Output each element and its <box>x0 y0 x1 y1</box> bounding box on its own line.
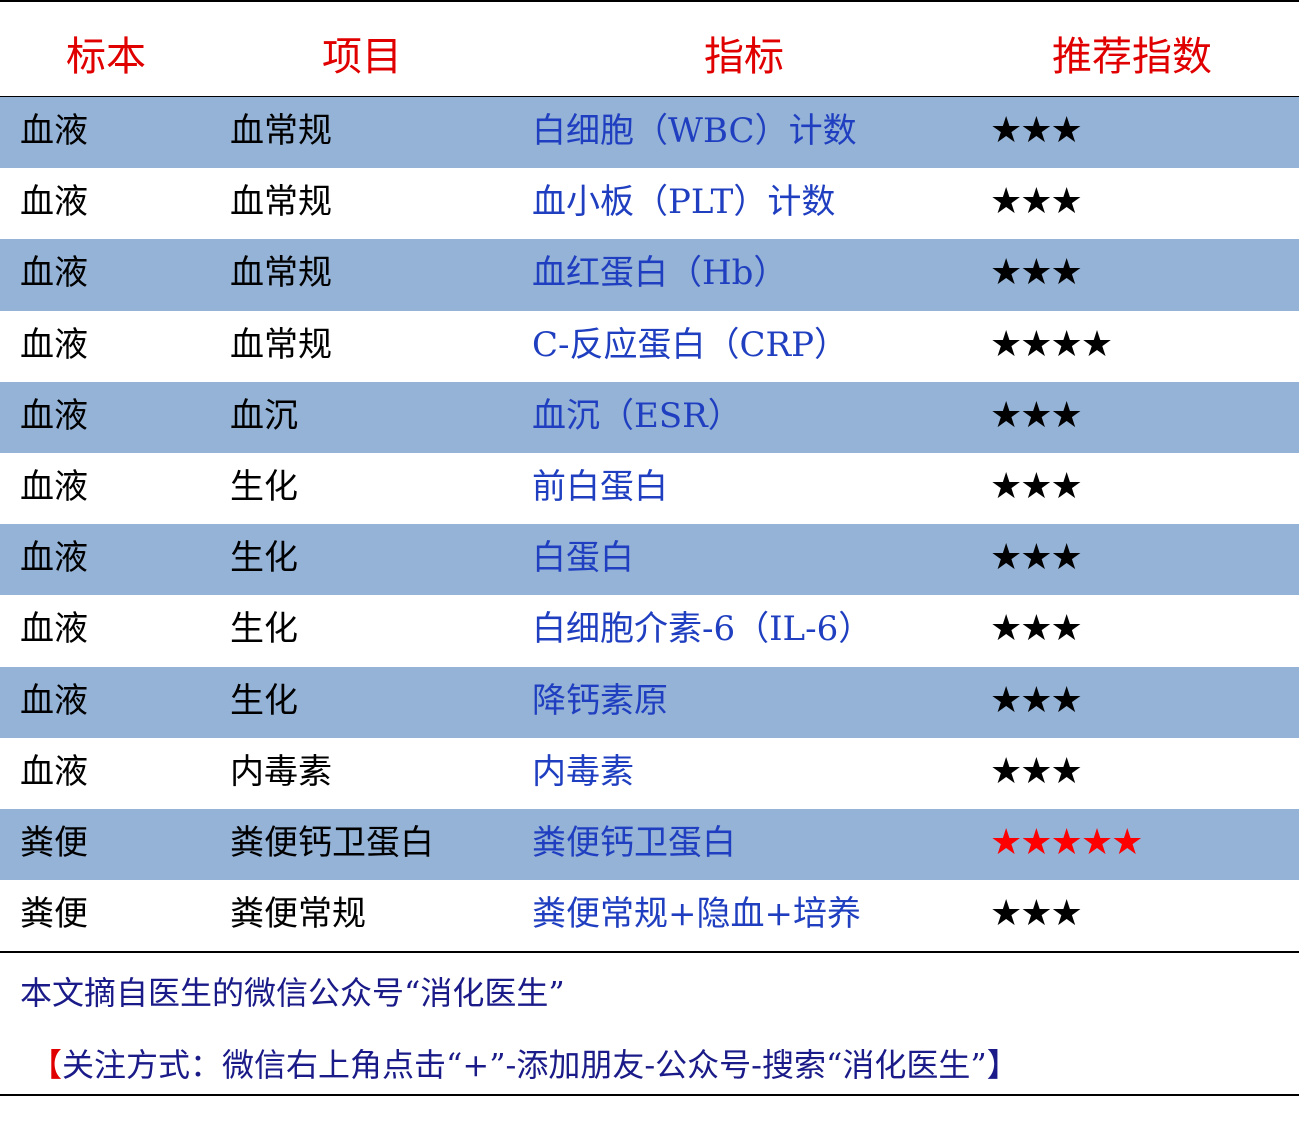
rating-stars: ★★★★★ <box>990 821 1143 863</box>
rating-stars: ★★★★ <box>990 323 1113 365</box>
item-cell: 粪便钙卫蛋白 <box>230 822 434 863</box>
item-cell: 血沉 <box>230 395 298 436</box>
item-cell: 生化 <box>230 466 298 507</box>
table-row: 血液 生化 白细胞介素-6（IL-6） ★★★ <box>0 595 1299 666</box>
table-row: 血液 内毒素 内毒素 ★★★ <box>0 738 1299 809</box>
rating-stars: ★★★ <box>990 893 1083 935</box>
indicator-cell: 内毒素 <box>532 751 634 792</box>
specimen-cell: 粪便 <box>20 894 88 935</box>
rating-stars: ★★★ <box>990 537 1083 579</box>
table-row: 血液 生化 白蛋白 ★★★ <box>0 524 1299 596</box>
specimen-cell: 血液 <box>20 538 88 579</box>
source-note: 本文摘自医生的微信公众号“消化医生” <box>20 974 565 1012</box>
bracket-open: 【 <box>30 1046 63 1084</box>
table-row: 血液 血常规 血红蛋白（Hb） ★★★ <box>0 239 1299 311</box>
rating-stars: ★★★ <box>990 394 1083 436</box>
specimen-cell: 血液 <box>20 395 88 436</box>
table-row: 血液 血常规 C-反应蛋白（CRP） ★★★★ <box>0 311 1299 382</box>
item-cell: 血常规 <box>230 111 332 151</box>
indicator-cell: 血红蛋白（Hb） <box>532 253 788 294</box>
rating-stars: ★★★ <box>990 465 1083 507</box>
indicator-cell: 血小板（PLT）计数 <box>532 182 836 223</box>
header-item: 项目 <box>322 34 402 80</box>
table-row: 血液 血常规 白细胞（WBC）计数 ★★★ <box>0 97 1299 169</box>
header-specimen: 标本 <box>66 34 146 80</box>
table-row: 血液 血沉 血沉（ESR） ★★★ <box>0 381 1299 453</box>
item-cell: 内毒素 <box>230 751 332 792</box>
item-cell: 生化 <box>230 538 298 579</box>
item-cell: 粪便常规 <box>230 894 366 935</box>
table-row: 血液 血常规 血小板（PLT）计数 ★★★ <box>0 168 1299 239</box>
table-row: 血液 生化 前白蛋白 ★★★ <box>0 453 1299 524</box>
item-cell: 生化 <box>230 680 298 721</box>
indicator-cell: C-反应蛋白（CRP） <box>532 324 848 365</box>
rating-stars: ★★★ <box>990 750 1083 792</box>
item-cell: 血常规 <box>230 324 332 365</box>
top-rule <box>0 0 1299 2</box>
item-cell: 血常规 <box>230 182 332 223</box>
specimen-cell: 血液 <box>20 253 88 294</box>
indicator-cell: 降钙素原 <box>532 680 668 721</box>
rating-stars: ★★★ <box>990 252 1083 294</box>
indicator-cell: 血沉（ESR） <box>532 395 742 436</box>
specimen-cell: 血液 <box>20 182 88 223</box>
header-indicator: 指标 <box>704 34 784 80</box>
follow-text: 关注方式：微信右上角点击“+”-添加朋友-公众号-搜索“消化医生” <box>62 1046 987 1084</box>
item-cell: 血常规 <box>230 253 332 294</box>
indicator-cell: 粪便常规+隐血+培养 <box>532 894 861 935</box>
bottom-rule <box>0 1094 1299 1096</box>
table-row: 粪便 粪便常规 粪便常规+隐血+培养 ★★★ <box>0 880 1299 951</box>
table-row: 血液 生化 降钙素原 ★★★ <box>0 666 1299 738</box>
table-row: 粪便 粪便钙卫蛋白 粪便钙卫蛋白 ★★★★★ <box>0 808 1299 881</box>
table-bottom-rule <box>0 951 1299 953</box>
item-cell: 生化 <box>230 609 298 650</box>
indicator-cell: 白蛋白 <box>532 538 634 579</box>
header-rating: 推荐指数 <box>1052 34 1212 80</box>
specimen-cell: 血液 <box>20 680 88 721</box>
specimen-cell: 血液 <box>20 609 88 650</box>
indicator-cell: 粪便钙卫蛋白 <box>532 822 736 863</box>
bracket-close: 】 <box>986 1046 1019 1084</box>
specimen-cell: 血液 <box>20 466 88 507</box>
rating-stars: ★★★ <box>990 110 1083 151</box>
follow-note: 【关注方式：微信右上角点击“+”-添加朋友-公众号-搜索“消化医生”】 <box>30 1040 1019 1086</box>
specimen-cell: 粪便 <box>20 822 88 863</box>
indicator-cell: 前白蛋白 <box>532 466 668 507</box>
specimen-cell: 血液 <box>20 111 88 151</box>
indicator-cell: 白细胞（WBC）计数 <box>532 111 857 151</box>
table-body: 血液 血常规 白细胞（WBC）计数 ★★★ 血液 血常规 血小板（PLT）计数 ★★★ 血液 血常… <box>0 97 1299 951</box>
specimen-cell: 血液 <box>20 751 88 792</box>
rating-stars: ★★★ <box>990 608 1083 650</box>
specimen-cell: 血液 <box>20 324 88 365</box>
rating-stars: ★★★ <box>990 679 1083 721</box>
rating-stars: ★★★ <box>990 181 1083 223</box>
table-header: 标本 项目 指标 推荐指数 <box>0 2 1299 99</box>
indicator-cell: 白细胞介素-6（IL-6） <box>532 609 873 650</box>
